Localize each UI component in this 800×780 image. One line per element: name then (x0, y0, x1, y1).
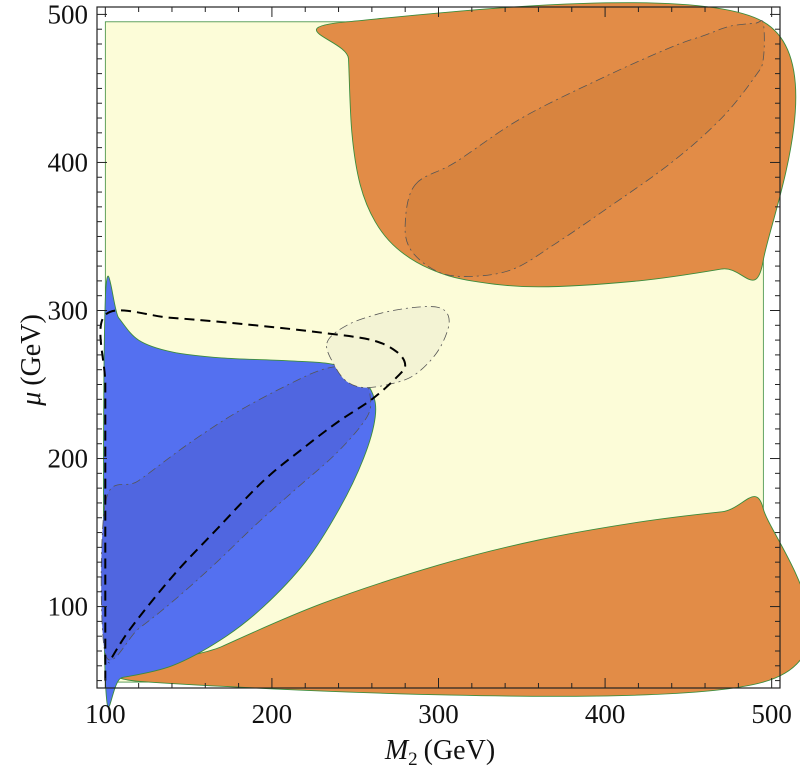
blue-inner-region (100, 365, 372, 661)
center-light-blob-region (326, 306, 450, 388)
x-tick-label: 200 (252, 699, 293, 729)
y-tick-label: 500 (48, 0, 89, 29)
y-axis-label: μ(GeV) (16, 314, 47, 407)
y-tick-label: 200 (48, 444, 89, 474)
x-tick-label: 100 (85, 699, 126, 729)
y-axis-ticks: 100 200 300 400 500 (48, 0, 780, 682)
x-tick-label: 500 (751, 699, 792, 729)
x-tick-label: 400 (585, 699, 626, 729)
y-tick-label: 400 (48, 147, 89, 177)
y-tick-label: 300 (48, 295, 89, 325)
lower-orange-region (117, 496, 800, 697)
thick-dashed-curve (99, 309, 407, 681)
x-tick-label: 300 (418, 699, 459, 729)
x-axis-label: M2 (GeV) (384, 735, 495, 770)
upper-right-inner-region (404, 20, 765, 277)
y-tick-label: 100 (48, 592, 89, 622)
plot-area (99, 2, 800, 708)
x-axis-ticks: 100 200 300 400 500 (85, 7, 792, 729)
